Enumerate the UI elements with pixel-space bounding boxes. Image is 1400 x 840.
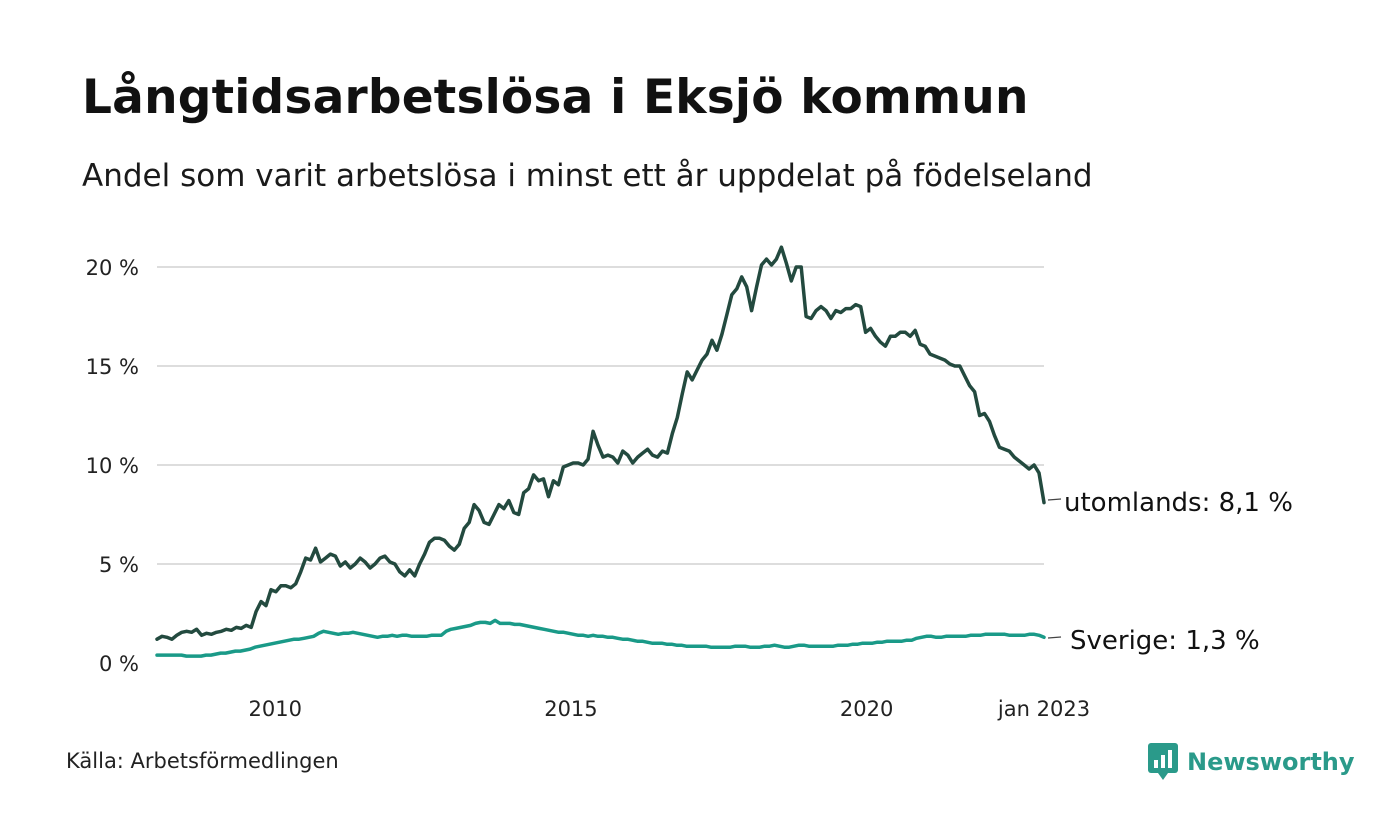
x-axis-tick-labels: 2010 2015 2020 jan 2023 [249,697,1091,721]
x-tick-label: jan 2023 [997,697,1090,721]
y-axis-tick-labels: 0 % 5 % 10 % 15 % 20 % [86,256,139,676]
x-tick-label: 2010 [249,697,302,721]
grid-lines [157,266,1044,565]
y-tick-label: 5 % [99,553,139,577]
newsworthy-logo-icon [1148,743,1178,780]
series-end-label-utomlands: utomlands: 8,1 % [1064,488,1293,518]
end-label-connector [1047,636,1062,639]
series-line-sverige [155,618,1046,658]
chart-title: Långtidsarbetslösa i Eksjö kommun [82,70,1029,125]
series-end-label-sverige: Sverige: 1,3 % [1070,626,1260,656]
source-note: Källa: Arbetsförmedlingen [66,749,339,773]
series-end-labels: utomlands: 8,1 % Sverige: 1,3 % [1047,488,1293,656]
chart-subtitle: Andel som varit arbetslösa i minst ett å… [82,158,1093,194]
x-tick-label: 2020 [840,697,893,721]
end-label-connector [1047,498,1062,501]
newsworthy-brand[interactable]: Newsworthy [1148,742,1355,782]
series-lines [155,245,1046,658]
x-tick-label: 2015 [544,697,597,721]
y-tick-label: 10 % [86,454,139,478]
brand-name: Newsworthy [1187,748,1355,776]
y-tick-label: 15 % [86,355,139,379]
series-line-utomlands [155,245,1046,641]
y-tick-label: 0 % [99,652,139,676]
y-tick-label: 20 % [86,256,139,280]
